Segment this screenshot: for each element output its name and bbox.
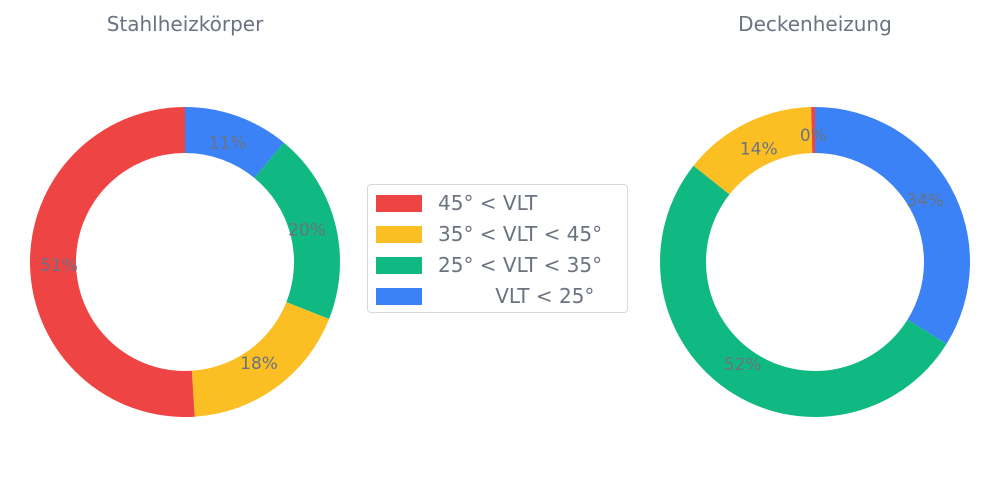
- slice-percent-label: 14%: [740, 139, 778, 159]
- donut-slice: [191, 302, 330, 417]
- legend-label: VLT < 25°: [438, 284, 595, 308]
- legend-swatch: [376, 288, 422, 305]
- donut-slice: [185, 107, 284, 179]
- legend-item-under-25: VLT < 25°: [376, 285, 621, 307]
- chart-title: Stahlheizkörper: [107, 12, 264, 36]
- donut-slice: [29, 107, 195, 418]
- donut-slice: [659, 165, 947, 418]
- legend-label: 35° < VLT < 45°: [438, 222, 603, 246]
- slice-percent-label: 52%: [724, 355, 762, 375]
- chart-legend: 45° < VLT 35° < VLT < 45° 25° < VLT < 35…: [367, 184, 628, 313]
- donut-slice: [693, 107, 813, 195]
- legend-item-45-plus: 45° < VLT: [376, 192, 621, 214]
- legend-swatch: [376, 226, 422, 243]
- slice-percent-label: 11%: [209, 133, 247, 153]
- slice-percent-label: 0%: [800, 126, 827, 146]
- legend-label: 25° < VLT < 35°: [438, 253, 603, 277]
- chart-title: Deckenheizung: [738, 12, 892, 36]
- donut-slice: [815, 107, 970, 344]
- donut-slice: [254, 142, 341, 320]
- donut-chart-2: Deckenheizung 34% 52% 14% 0%: [659, 12, 970, 418]
- slice-percent-label: 20%: [288, 221, 326, 241]
- legend-label: 45° < VLT: [438, 191, 538, 215]
- donut-chart-1: Stahlheizkörper 11% 20% 18% 51%: [29, 12, 341, 418]
- legend-item-35-45: 35° < VLT < 45°: [376, 223, 621, 245]
- legend-swatch: [376, 195, 422, 212]
- donut-slice: [811, 107, 815, 154]
- legend-item-25-35: 25° < VLT < 35°: [376, 254, 621, 276]
- legend-swatch: [376, 257, 422, 274]
- slice-percent-label: 51%: [40, 256, 78, 276]
- slice-percent-label: 34%: [906, 191, 944, 211]
- slice-percent-label: 18%: [240, 354, 278, 374]
